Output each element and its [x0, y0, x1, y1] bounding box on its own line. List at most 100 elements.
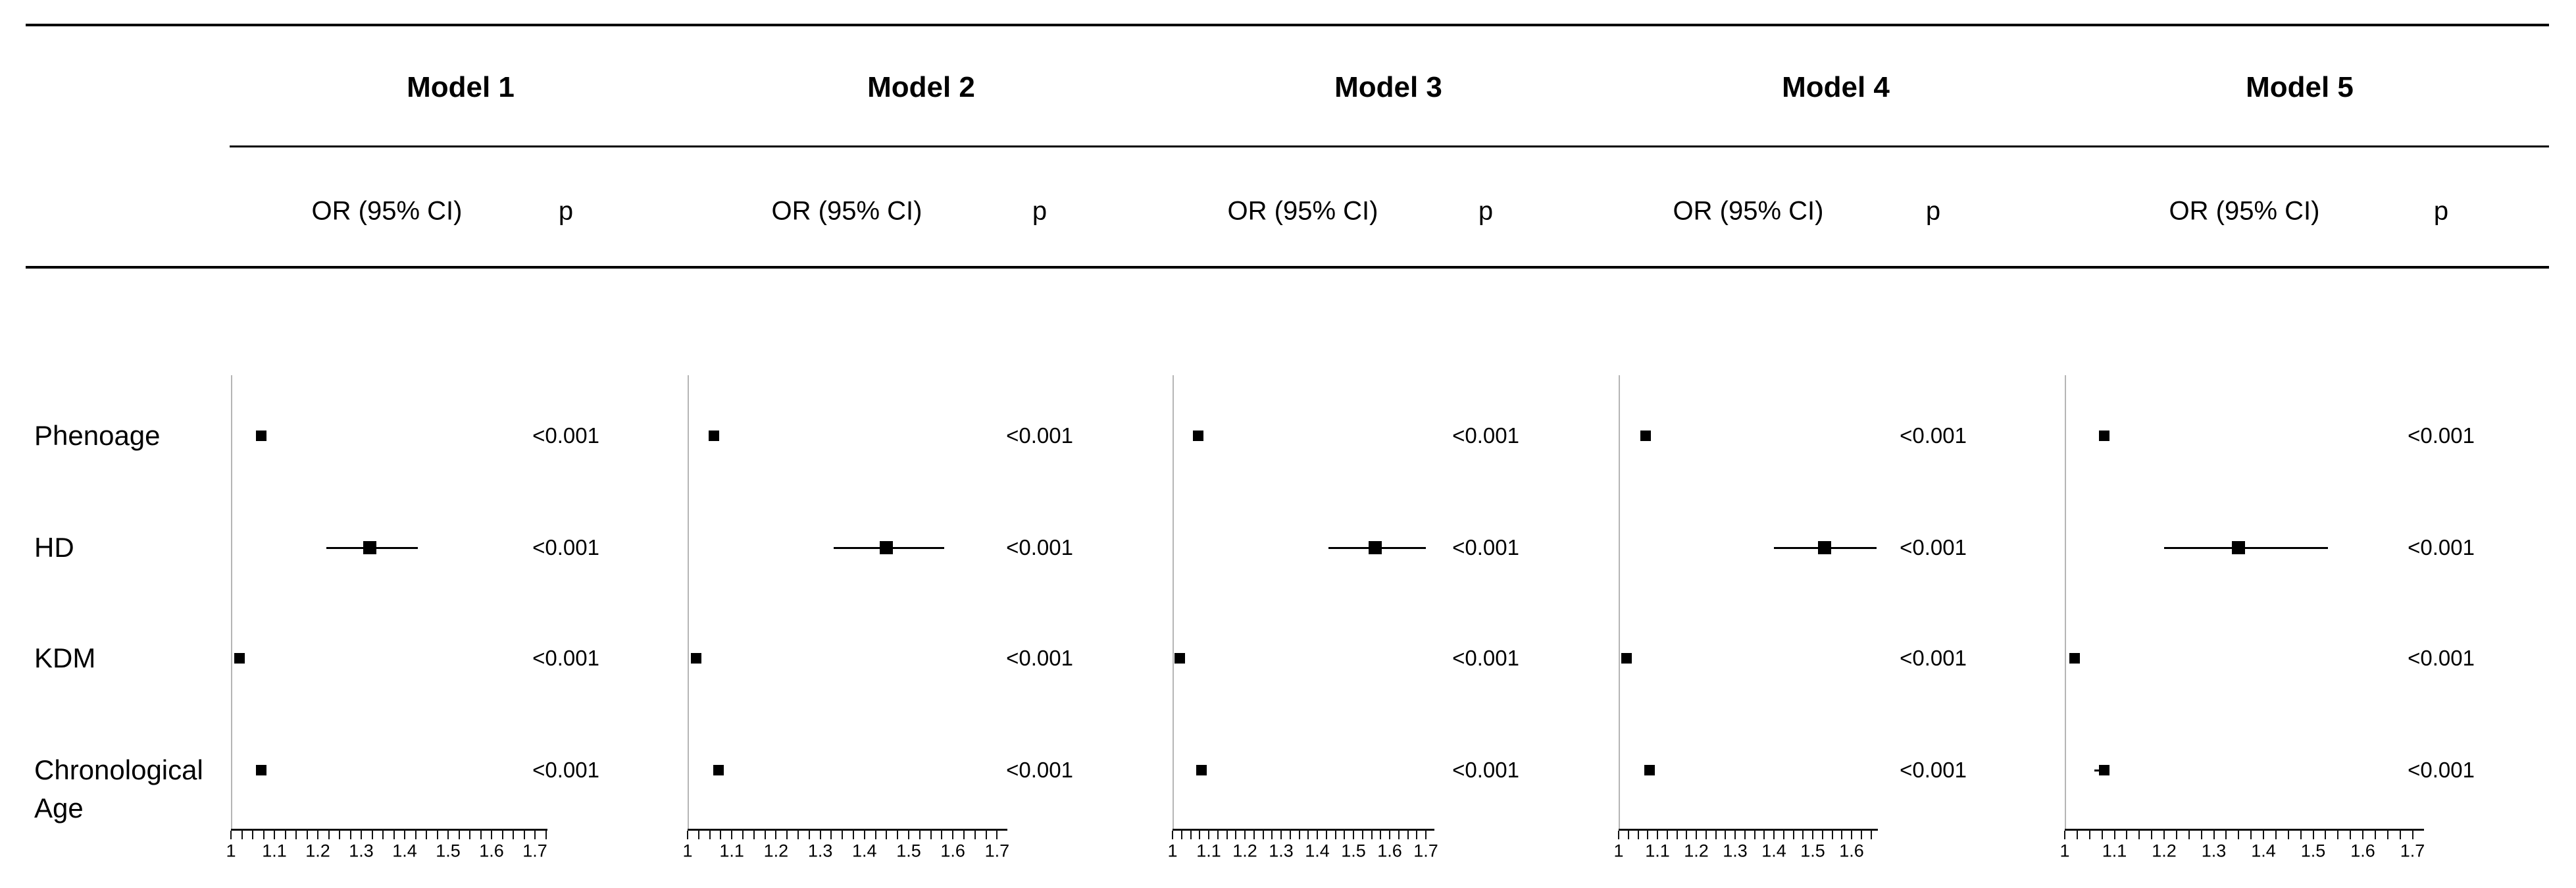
model-title: Model 2 — [867, 71, 975, 103]
x-axis-tick-label: 1.1 — [1645, 841, 1670, 861]
x-axis-tick — [764, 831, 766, 839]
p-column-header: p — [558, 196, 574, 226]
x-axis-tick — [241, 831, 243, 839]
x-axis-tick-label: 1.7 — [2400, 841, 2425, 861]
x-axis-tick — [295, 831, 297, 839]
x-axis-tick — [1851, 831, 1852, 839]
p-column-header: p — [1478, 196, 1494, 226]
x-axis-tick-label: 1.5 — [1800, 841, 1825, 861]
x-axis-tick — [2188, 831, 2190, 839]
x-axis-line — [1173, 829, 1434, 831]
x-axis-tick — [874, 831, 876, 839]
x-axis-tick-label: 1.2 — [1684, 841, 1709, 861]
reference-line-or-1 — [231, 375, 232, 829]
x-axis-tick-label: 1.5 — [1341, 841, 1366, 861]
or-point-marker — [256, 765, 267, 775]
model-title: Model 1 — [407, 71, 515, 103]
p-column-header: p — [1032, 196, 1048, 226]
or-point-marker — [2099, 431, 2110, 441]
x-axis-tick-label: 1.2 — [763, 841, 789, 861]
x-axis-tick-label: 1.1 — [2102, 841, 2127, 861]
x-axis-tick — [1821, 831, 1823, 839]
or-point-marker — [713, 765, 724, 775]
x-axis-tick — [1180, 831, 1182, 839]
x-axis-tick — [1344, 831, 1346, 839]
x-axis-tick — [1841, 831, 1843, 839]
x-axis-tick — [491, 831, 492, 839]
x-axis-line — [688, 829, 1007, 831]
x-axis-tick — [1744, 831, 1746, 839]
p-value: <0.001 — [1452, 758, 1519, 782]
x-axis-tick — [1389, 831, 1390, 839]
x-axis-tick — [842, 831, 844, 839]
x-axis-tick-label: 1.3 — [2201, 841, 2227, 861]
x-axis-tick-label: 1.7 — [522, 841, 547, 861]
x-axis-tick — [886, 831, 888, 839]
or-point-marker — [1817, 541, 1831, 554]
x-axis-tick — [458, 831, 460, 839]
x-axis-tick — [1298, 831, 1300, 839]
x-axis-tick-label: 1.7 — [1413, 841, 1438, 861]
x-axis-tick — [786, 831, 788, 839]
x-axis-tick — [361, 831, 362, 839]
x-axis-tick — [447, 831, 449, 839]
x-axis-tick — [1763, 831, 1765, 839]
x-axis-tick — [1235, 831, 1237, 839]
or-point-marker — [1174, 653, 1185, 664]
p-value: <0.001 — [2408, 758, 2475, 782]
x-axis-line — [231, 829, 547, 831]
x-axis-tick — [853, 831, 854, 839]
p-value: <0.001 — [1452, 535, 1519, 560]
x-axis-tick — [1618, 831, 1619, 839]
x-axis-tick — [1280, 831, 1282, 839]
x-axis-tick-label: 1.5 — [2300, 841, 2326, 861]
x-axis-tick — [469, 831, 470, 839]
x-axis-tick — [1696, 831, 1697, 839]
x-axis-tick — [1802, 831, 1804, 839]
x-axis-tick-label: 1.3 — [1269, 841, 1294, 861]
x-axis-tick-label: 1.6 — [1377, 841, 1402, 861]
x-axis-tick — [371, 831, 373, 839]
x-axis-tick — [941, 831, 943, 839]
or-point-marker — [1196, 765, 1207, 775]
x-axis-tick-label: 1.2 — [1232, 841, 1257, 861]
x-axis-tick — [252, 831, 253, 839]
x-axis-tick — [230, 831, 232, 839]
x-axis-tick — [501, 831, 503, 839]
x-axis-tick — [1686, 831, 1688, 839]
or-point-marker — [1644, 765, 1655, 775]
reference-line-or-1 — [1173, 375, 1174, 829]
row-label: HD — [34, 532, 74, 563]
or-point-marker — [880, 541, 894, 554]
x-axis-tick — [2200, 831, 2202, 839]
reference-line-or-1 — [688, 375, 689, 829]
x-axis-tick-label: 1 — [1167, 841, 1178, 861]
x-axis-tick — [1334, 831, 1336, 839]
p-value: <0.001 — [532, 423, 599, 448]
x-axis-tick-label: 1.6 — [1839, 841, 1864, 861]
x-axis-tick — [2337, 831, 2339, 839]
x-axis-tick-label: 1 — [2059, 841, 2070, 861]
x-axis-tick — [1773, 831, 1775, 839]
x-axis-tick — [1812, 831, 1813, 839]
p-value: <0.001 — [532, 646, 599, 670]
x-axis-tick — [1307, 831, 1309, 839]
x-axis-tick — [2151, 831, 2153, 839]
or-ci-column-header: OR (95% CI) — [1673, 196, 1824, 226]
x-axis-tick — [274, 831, 275, 839]
x-axis-tick — [1792, 831, 1794, 839]
x-axis-tick — [1725, 831, 1727, 839]
x-axis-tick — [1637, 831, 1639, 839]
or-ci-column-header: OR (95% CI) — [1227, 196, 1378, 226]
x-axis-tick — [2113, 831, 2115, 839]
x-axis-tick — [1262, 831, 1264, 839]
x-axis-tick — [1627, 831, 1629, 839]
or-ci-column-header: OR (95% CI) — [311, 196, 463, 226]
x-axis-tick — [830, 831, 832, 839]
x-axis-tick — [1325, 831, 1327, 839]
x-axis-tick — [1705, 831, 1707, 839]
x-axis-tick — [1666, 831, 1668, 839]
x-axis-tick — [1647, 831, 1649, 839]
row-label: KDM — [34, 642, 96, 673]
